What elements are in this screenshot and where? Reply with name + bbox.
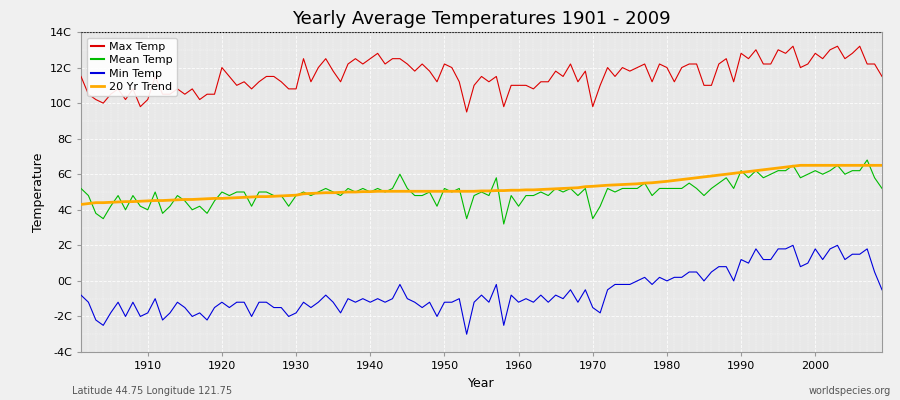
Title: Yearly Average Temperatures 1901 - 2009: Yearly Average Temperatures 1901 - 2009	[292, 10, 670, 28]
Text: worldspecies.org: worldspecies.org	[809, 386, 891, 396]
Legend: Max Temp, Mean Temp, Min Temp, 20 Yr Trend: Max Temp, Mean Temp, Min Temp, 20 Yr Tre…	[86, 38, 176, 96]
Y-axis label: Temperature: Temperature	[32, 152, 44, 232]
Text: Latitude 44.75 Longitude 121.75: Latitude 44.75 Longitude 121.75	[72, 386, 232, 396]
X-axis label: Year: Year	[468, 376, 495, 390]
